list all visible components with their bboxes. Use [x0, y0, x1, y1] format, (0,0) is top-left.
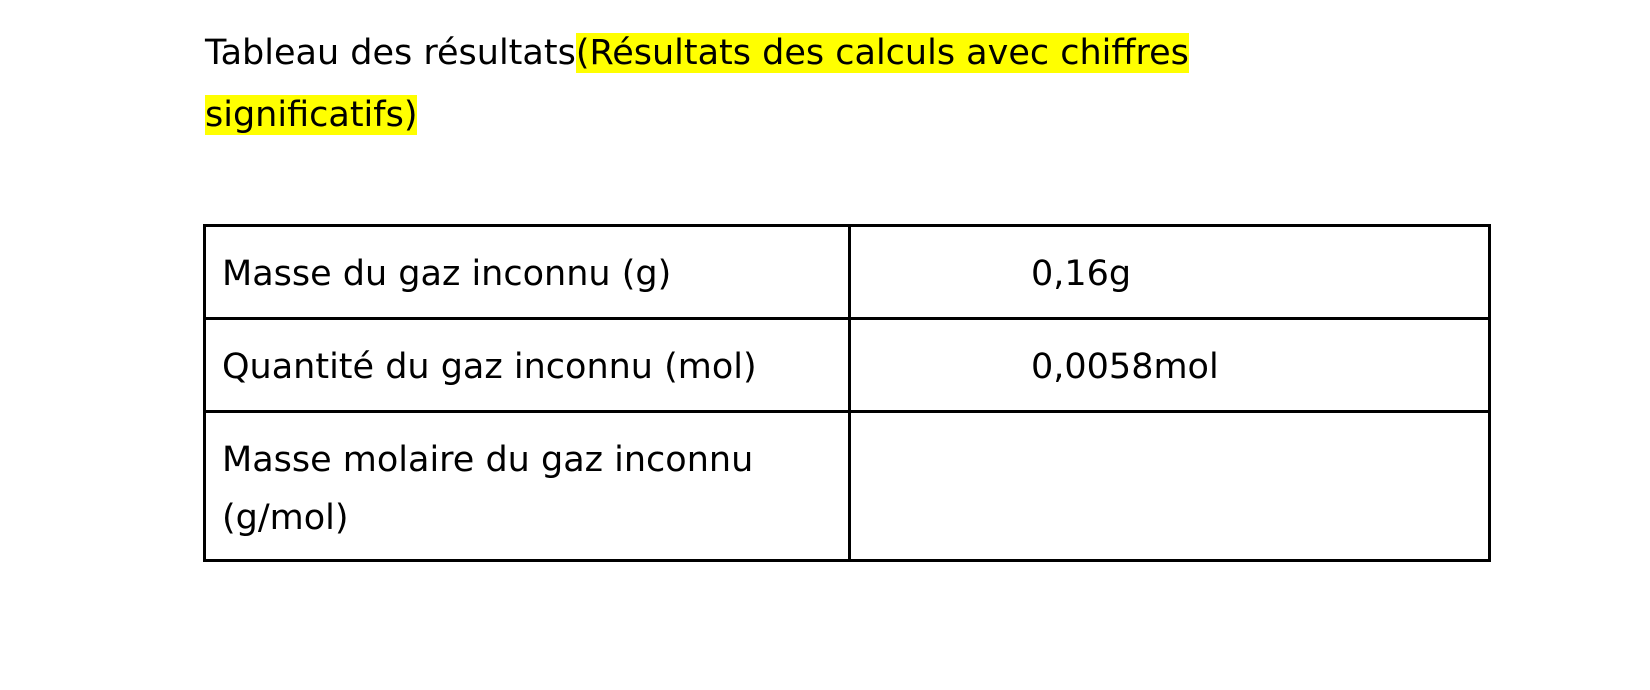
row-label: Masse molaire du gaz inconnu (g/mol)	[203, 410, 851, 562]
row-value: 0,16g	[848, 224, 1491, 320]
table-row: Masse molaire du gaz inconnu (g/mol)	[203, 410, 1491, 562]
table-row: Quantité du gaz inconnu (mol) 0,0058mol	[203, 317, 1491, 413]
row-label: Quantité du gaz inconnu (mol)	[203, 317, 851, 413]
row-label: Masse du gaz inconnu (g)	[203, 224, 851, 320]
section-heading: Tableau des résultats(Résultats des calc…	[205, 22, 1405, 146]
row-value-empty[interactable]	[848, 410, 1491, 562]
table-row: Masse du gaz inconnu (g) 0,16g	[203, 224, 1491, 320]
heading-title: Tableau des résultats	[205, 33, 576, 73]
row-value: 0,0058mol	[848, 317, 1491, 413]
results-table: Masse du gaz inconnu (g) 0,16g Quantité …	[203, 224, 1491, 562]
